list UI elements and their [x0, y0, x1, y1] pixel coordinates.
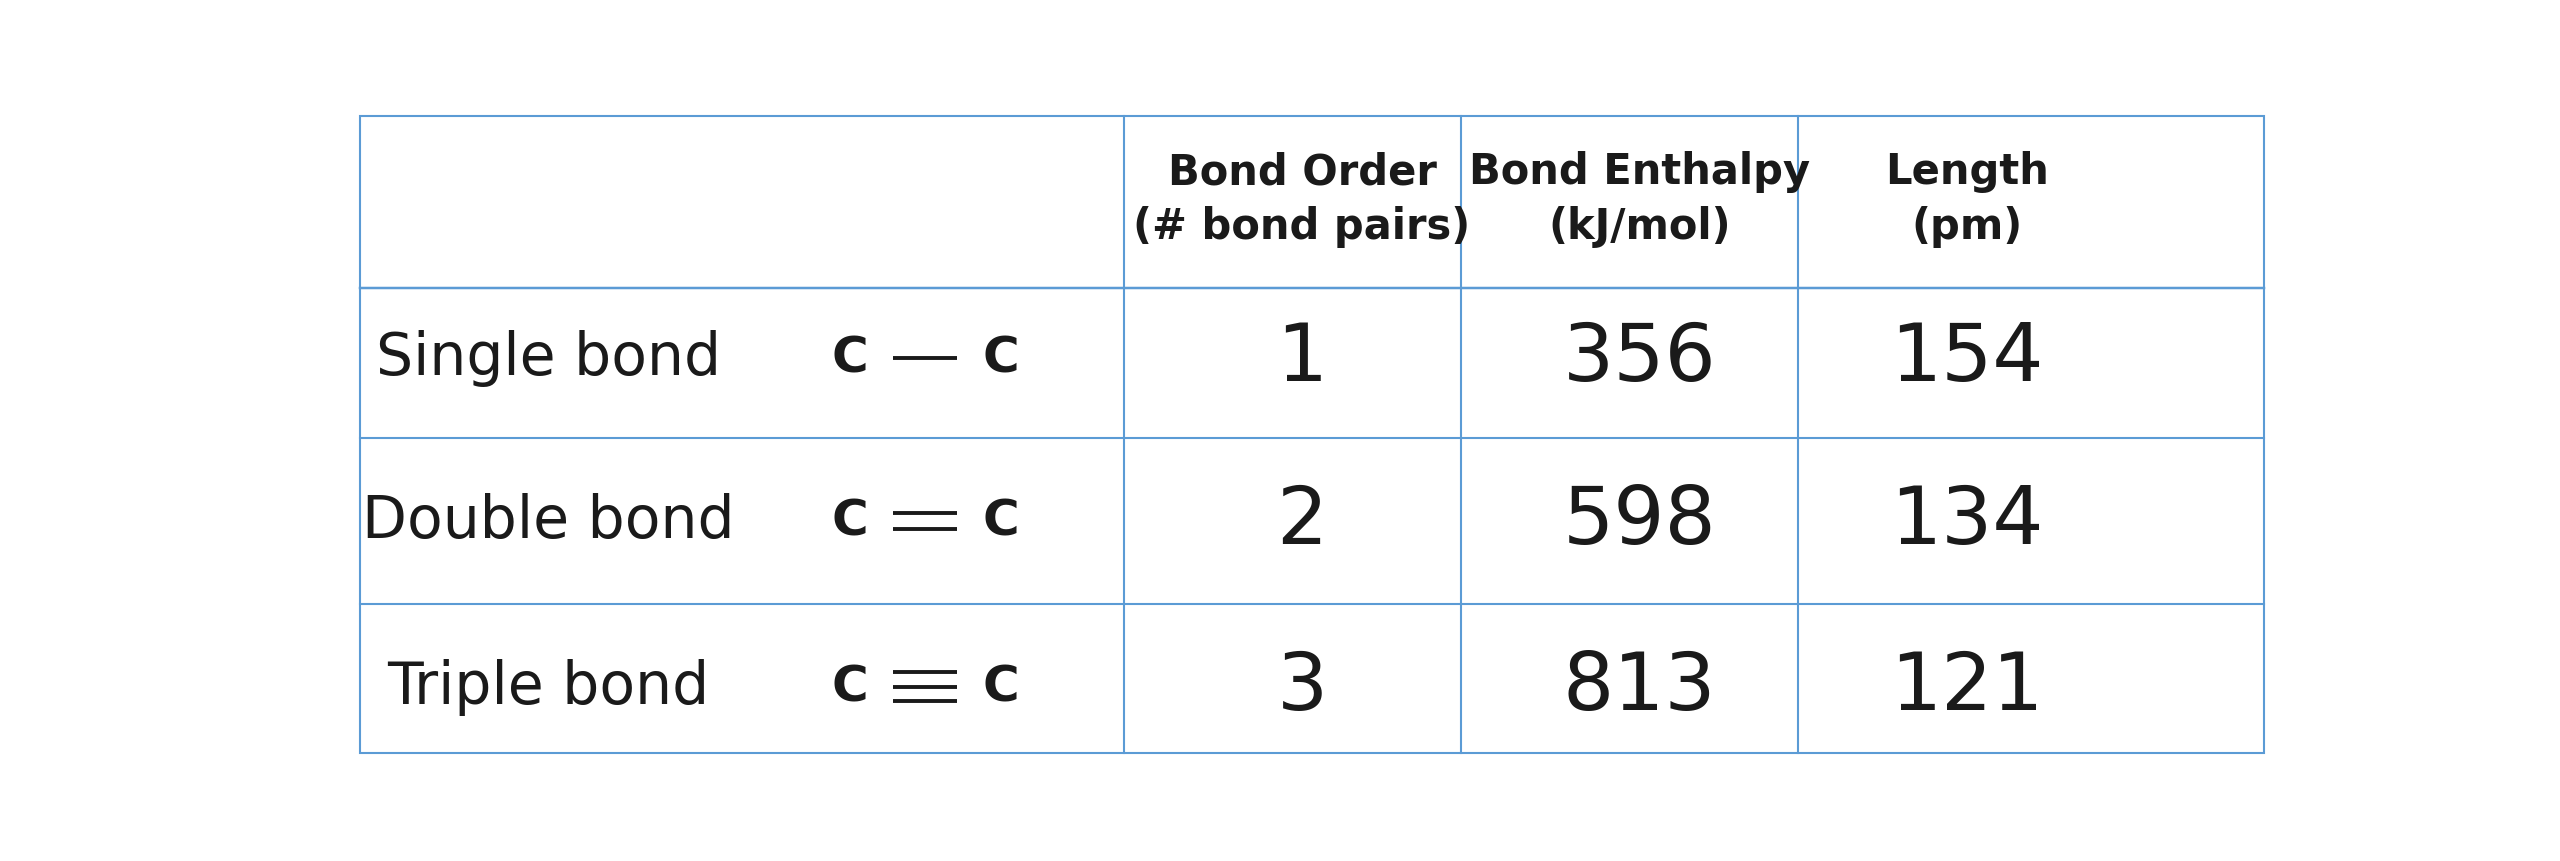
Text: C: C	[983, 663, 1019, 710]
Text: 134: 134	[1889, 482, 2043, 560]
Text: C: C	[832, 335, 868, 382]
Text: Length
(pm): Length (pm)	[1884, 151, 2048, 248]
Text: 121: 121	[1889, 647, 2043, 726]
Text: 1: 1	[1277, 319, 1329, 398]
Text: 598: 598	[1562, 482, 1715, 560]
Text: Bond Enthalpy
(kJ/mol): Bond Enthalpy (kJ/mol)	[1469, 151, 1810, 248]
Text: C: C	[983, 497, 1019, 545]
Text: 2: 2	[1277, 482, 1329, 560]
Text: C: C	[983, 335, 1019, 382]
Text: C: C	[832, 663, 868, 710]
Text: Double bond: Double bond	[361, 492, 735, 549]
Text: C: C	[832, 497, 868, 545]
Text: 3: 3	[1277, 647, 1329, 726]
Text: Bond Order
(# bond pairs): Bond Order (# bond pairs)	[1134, 151, 1469, 248]
Text: 154: 154	[1889, 319, 2043, 398]
Text: 356: 356	[1562, 319, 1715, 398]
Text: 813: 813	[1562, 647, 1715, 726]
Text: Single bond: Single bond	[376, 330, 722, 387]
Text: Triple bond: Triple bond	[387, 659, 709, 715]
